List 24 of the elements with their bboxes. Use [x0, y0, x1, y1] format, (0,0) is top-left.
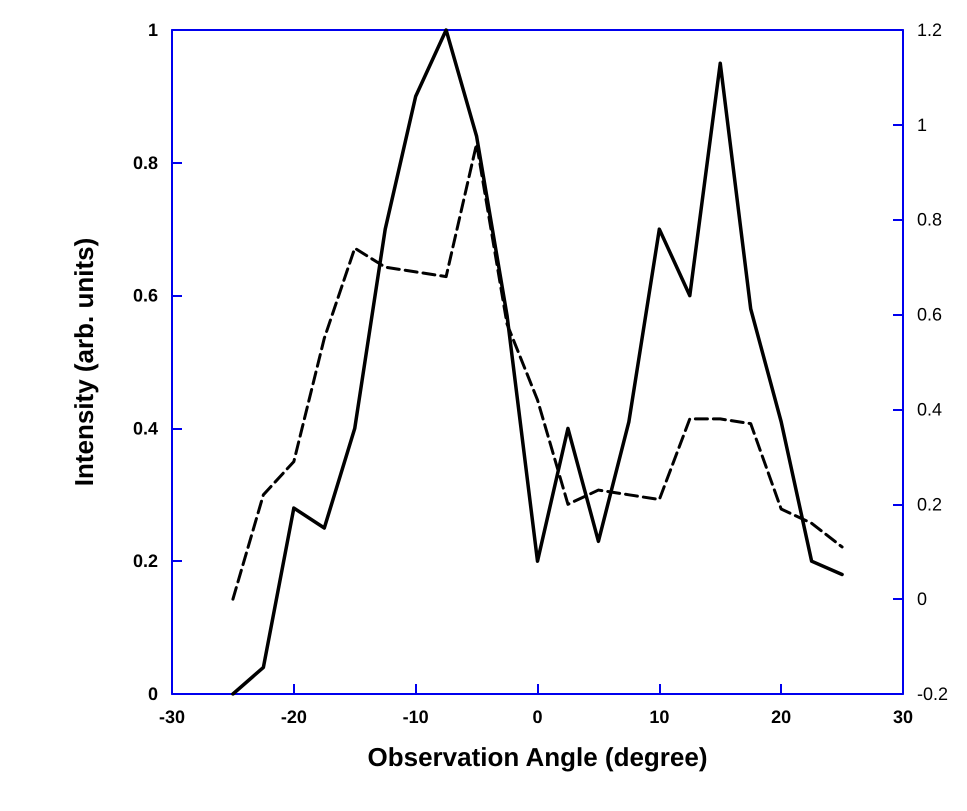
y-tick-label: 0.6	[132, 286, 158, 306]
line-series	[231, 28, 844, 696]
y2-tick-label: 1	[917, 114, 928, 135]
x-tick-label: -20	[280, 707, 307, 727]
y-tick-label: 0.8	[132, 152, 158, 173]
x-tick-label: -30	[158, 707, 186, 727]
y-tick-label: 0.2	[132, 551, 158, 572]
x-axis-title: Observation Angle (degree)	[368, 742, 708, 772]
x-tick-label: 10	[649, 707, 670, 727]
y2-tick-label: 0	[917, 589, 928, 610]
y2-tick-label: 0.8	[917, 210, 942, 230]
y-tick-label: 0	[148, 684, 158, 704]
y-axis-title: Intensity (arb. units)	[69, 238, 99, 486]
y2-tick-label: 0.2	[917, 494, 942, 514]
x-tick-label: 0	[532, 707, 543, 727]
y2-tick-label: 0.6	[917, 304, 942, 325]
y2-tick-label: 1.2	[917, 20, 942, 40]
x-tick-label: 20	[771, 707, 792, 727]
x-tick-label: 30	[892, 707, 914, 727]
y2-tick-label: 0.4	[917, 399, 942, 420]
y-tick-label: 1	[148, 20, 158, 40]
y-tick-label: 0.4	[132, 418, 158, 438]
y2-tick-label: -0.2	[917, 684, 948, 704]
x-tick-label: -10	[402, 707, 429, 727]
